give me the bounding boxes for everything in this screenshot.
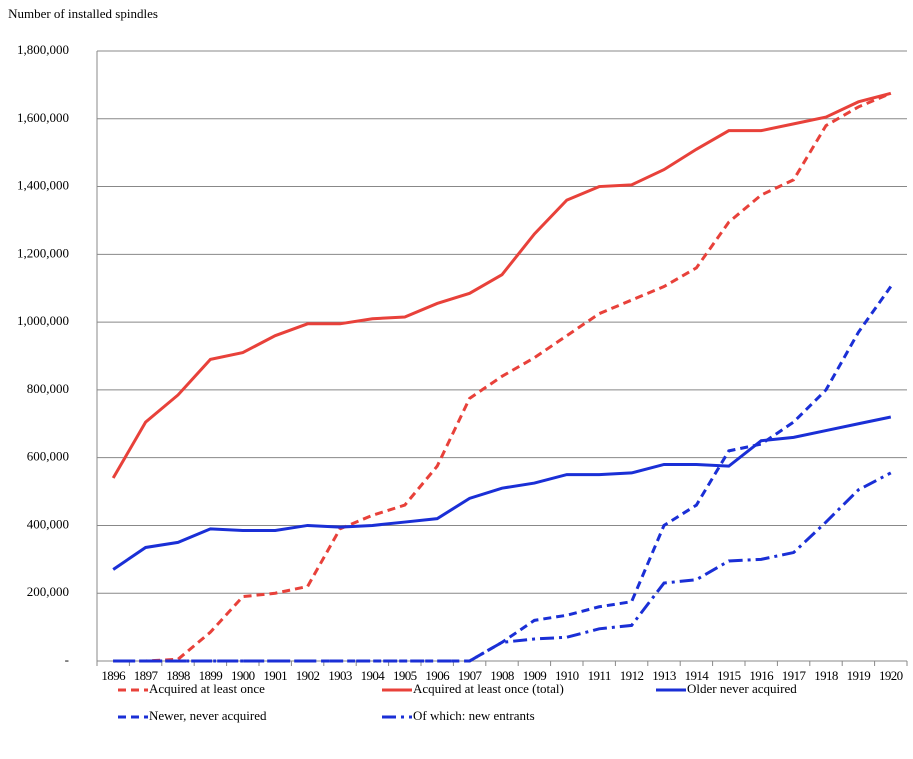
- legend-label: Older never acquired: [687, 681, 797, 696]
- y-tick-label: 800,000: [27, 381, 69, 396]
- x-tick-label: 1899: [199, 668, 223, 683]
- x-tick-label: 1902: [296, 668, 320, 683]
- x-tick-label: 1906: [425, 668, 450, 683]
- x-tick-label: 1913: [652, 668, 676, 683]
- x-tick-label: 1905: [393, 668, 417, 683]
- x-tick-label: 1917: [782, 668, 807, 683]
- x-tick-label: 1911: [588, 668, 611, 683]
- line-series: [112, 415, 892, 571]
- x-tick-label: 1918: [814, 668, 838, 683]
- x-tick-label: 1912: [620, 668, 644, 683]
- x-tick-label: 1910: [555, 668, 579, 683]
- legend-label: Acquired at least once: [149, 681, 265, 696]
- x-tick-label: 1904: [361, 668, 386, 683]
- x-tick-label: 1898: [166, 668, 190, 683]
- y-tick-label: 600,000: [27, 449, 69, 464]
- legend-label: Newer, never acquired: [149, 708, 267, 723]
- x-tick-label: 1896: [101, 668, 126, 683]
- y-tick-label: 1,800,000: [17, 42, 69, 57]
- x-tick-label: 1903: [328, 668, 352, 683]
- x-tick-label: 1901: [263, 668, 287, 683]
- y-tick-label: 1,000,000: [17, 313, 69, 328]
- x-tick-label: 1915: [717, 668, 741, 683]
- x-tick-label: 1920: [879, 668, 903, 683]
- line-series: [111, 91, 892, 479]
- x-tick-label: 1919: [847, 668, 871, 683]
- x-tick-label: 1897: [134, 668, 159, 683]
- y-tick-label: -: [65, 652, 69, 667]
- line-series: [113, 91, 892, 663]
- y-tick-label: 1,400,000: [17, 178, 69, 193]
- x-tick-label: 1907: [458, 668, 483, 683]
- x-tick-label: 1908: [490, 668, 514, 683]
- legend-label: Acquired at least once (total): [413, 681, 564, 696]
- line-series: [113, 285, 893, 663]
- x-tick-label: 1916: [749, 668, 774, 683]
- line-series: [113, 471, 892, 663]
- y-tick-label: 400,000: [27, 516, 69, 531]
- y-tick-label: 200,000: [27, 584, 69, 599]
- y-tick-label: 1,600,000: [17, 110, 69, 125]
- y-tick-label: 1,200,000: [17, 245, 69, 260]
- legend-label: Of which: new entrants: [413, 708, 535, 723]
- x-tick-label: 1914: [685, 668, 710, 683]
- x-tick-label: 1900: [231, 668, 255, 683]
- y-axis-label: Number of installed spindles: [8, 6, 158, 21]
- x-tick-label: 1909: [523, 668, 547, 683]
